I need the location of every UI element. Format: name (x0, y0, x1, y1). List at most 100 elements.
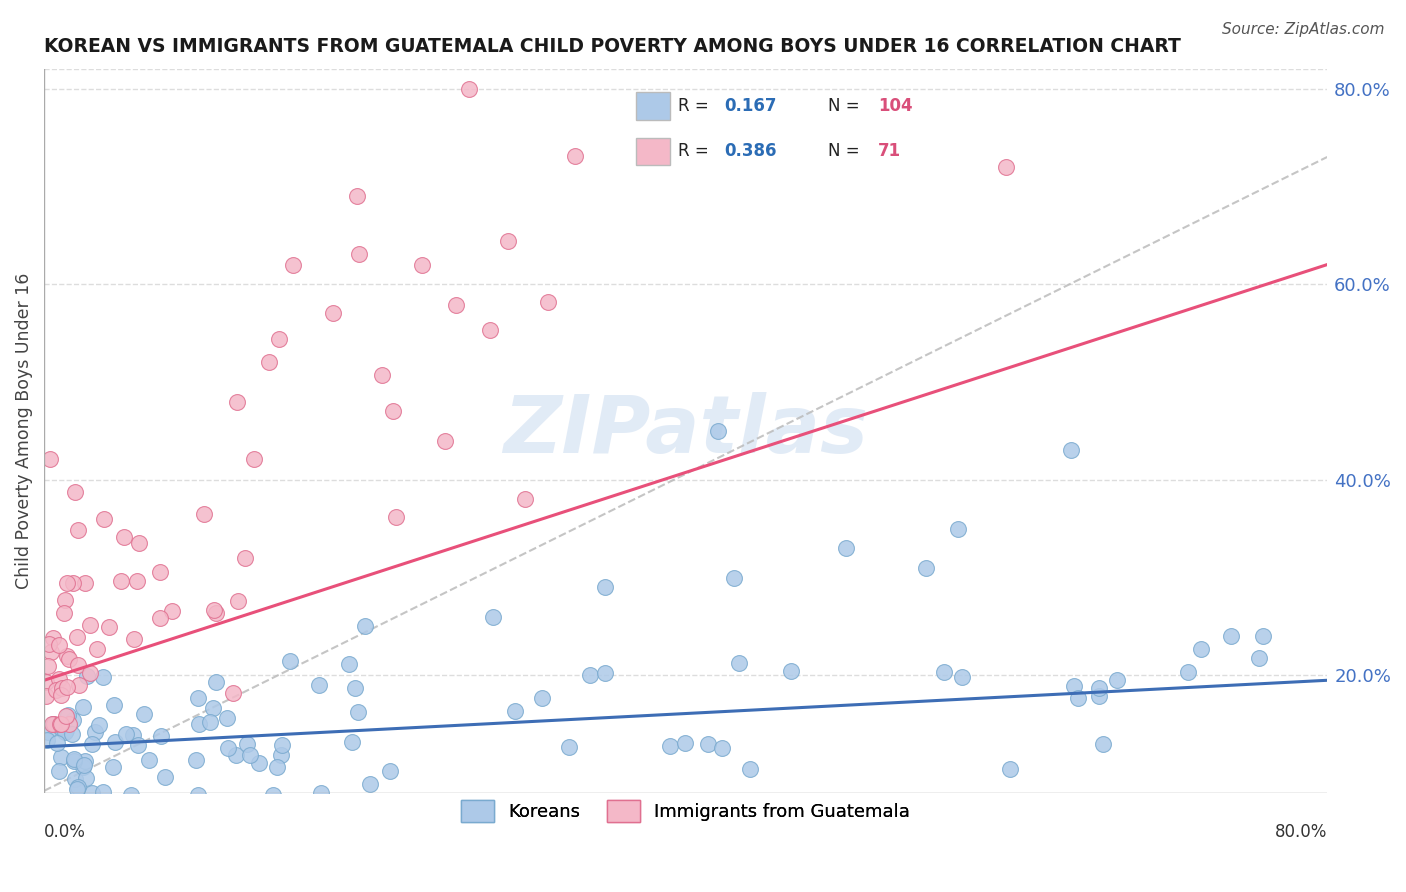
Point (995, 160, 1018, 174)
Point (340, 735, 363, 749)
Point (205, 606, 228, 620)
Point (79, 666, 101, 681)
Point (503, 704, 526, 718)
Point (198, 715, 221, 730)
Point (309, 786, 332, 800)
Point (80, 737, 103, 751)
Point (482, 609, 505, 624)
Point (932, 665, 955, 679)
Point (270, 747, 292, 762)
Point (58, 652, 80, 666)
Point (65, 782, 87, 797)
Point (354, 619, 377, 633)
Point (110, 574, 132, 589)
Point (67, 524, 90, 538)
Y-axis label: Child Poverty Among Boys Under 16: Child Poverty Among Boys Under 16 (15, 273, 32, 589)
Point (308, 678, 330, 692)
Point (45, 736, 67, 750)
Point (225, 394, 247, 409)
Point (62, 714, 84, 728)
Point (72, 760, 94, 774)
Point (80, 786, 103, 800)
Point (91, 785, 114, 799)
Point (444, 298, 467, 312)
Point (1251, 629, 1274, 643)
Point (205, 675, 228, 690)
Point (595, 666, 617, 681)
Point (948, 522, 970, 536)
Point (120, 788, 142, 802)
Point (122, 632, 145, 646)
Point (579, 668, 602, 682)
Point (76, 669, 98, 683)
Point (257, 355, 280, 369)
Point (696, 737, 718, 751)
Point (835, 541, 858, 556)
Point (1063, 679, 1085, 693)
Point (72, 758, 94, 772)
Point (1067, 691, 1090, 706)
Text: Source: ZipAtlas.com: Source: ZipAtlas.com (1222, 22, 1385, 37)
Point (35, 690, 58, 704)
Point (184, 753, 207, 767)
Point (53, 607, 76, 621)
Point (738, 762, 761, 776)
Point (39, 645, 62, 659)
Legend: Koreans, Immigrants from Guatemala: Koreans, Immigrants from Guatemala (453, 790, 920, 830)
Point (557, 739, 579, 754)
Point (247, 756, 270, 771)
Point (673, 736, 696, 750)
Point (1087, 689, 1109, 703)
Point (706, 424, 728, 438)
Point (267, 332, 290, 346)
Point (37, 658, 59, 673)
Point (48, 672, 70, 686)
Point (381, 404, 404, 418)
Point (55, 723, 77, 738)
Point (38, 637, 60, 651)
Point (58, 708, 80, 723)
Point (222, 686, 245, 700)
Point (56, 575, 79, 590)
Point (73, 575, 96, 590)
Point (187, 805, 209, 820)
Point (201, 701, 224, 715)
Point (187, 789, 209, 803)
Point (122, 728, 145, 742)
Point (48, 638, 70, 652)
Point (346, 189, 368, 203)
Point (1088, 681, 1111, 695)
Point (48, 764, 70, 779)
Point (915, 561, 938, 575)
Point (44, 682, 66, 697)
Point (202, 603, 225, 617)
Point (162, 604, 184, 618)
Point (42, 717, 65, 731)
Point (727, 656, 749, 670)
Point (496, 234, 519, 248)
Point (39, 452, 62, 467)
Point (87, 718, 110, 732)
Point (104, 735, 127, 749)
Point (710, 741, 733, 756)
Point (60, 727, 83, 741)
Point (114, 727, 136, 741)
Point (93, 512, 115, 526)
Point (225, 747, 247, 762)
Point (239, 747, 262, 762)
Point (343, 681, 366, 695)
Point (86, 642, 108, 657)
Point (1189, 642, 1212, 657)
Point (42, 717, 65, 731)
Point (187, 690, 209, 705)
Point (127, 574, 149, 589)
Point (49, 717, 72, 731)
Point (84, 725, 107, 739)
Point (63, 772, 86, 786)
Point (281, 258, 304, 272)
Point (434, 434, 457, 448)
Point (478, 322, 501, 336)
Point (998, 762, 1021, 776)
Text: ZIPatlas: ZIPatlas (503, 392, 868, 470)
Point (49, 688, 72, 702)
